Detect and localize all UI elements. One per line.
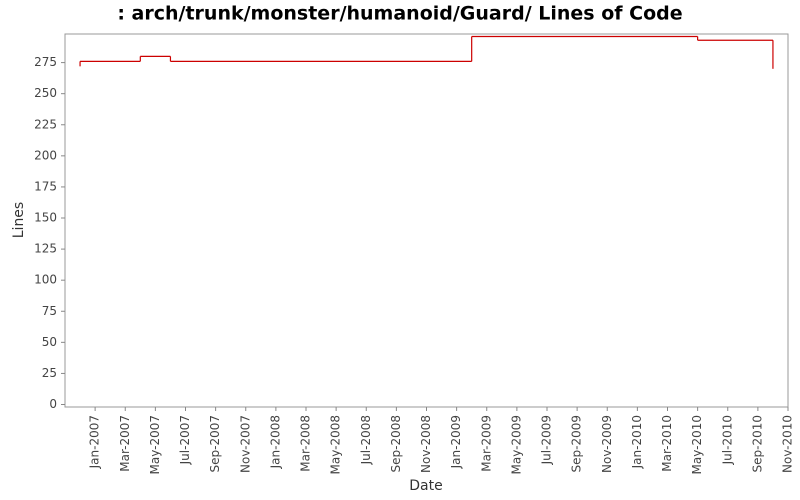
y-tick-label: 200 bbox=[34, 148, 57, 162]
y-tick-label: 175 bbox=[34, 179, 57, 193]
y-tick-label: 150 bbox=[34, 211, 57, 225]
x-tick-label: Sep-2010 bbox=[750, 415, 764, 473]
y-tick-label: 75 bbox=[42, 304, 57, 318]
x-tick-label: May-2009 bbox=[509, 415, 523, 474]
x-tick-label: Sep-2009 bbox=[570, 415, 584, 473]
x-tick-label: Sep-2007 bbox=[208, 415, 222, 473]
x-tick-label: Jul-2007 bbox=[178, 415, 192, 465]
x-tick-label: Mar-2009 bbox=[479, 415, 493, 472]
x-tick-label: Jan-2007 bbox=[88, 415, 102, 469]
x-tick-label: Nov-2009 bbox=[600, 415, 614, 473]
x-tick-label: Mar-2010 bbox=[660, 415, 674, 472]
y-tick-label: 225 bbox=[34, 117, 57, 131]
x-tick-label: Sep-2008 bbox=[389, 415, 403, 473]
y-axis-title: Lines bbox=[11, 202, 27, 238]
x-tick-label: May-2010 bbox=[690, 415, 704, 474]
x-tick-label: Jul-2009 bbox=[540, 415, 554, 465]
x-tick-label: Nov-2010 bbox=[781, 415, 795, 473]
x-tick-label: Nov-2008 bbox=[419, 415, 433, 473]
x-tick-label: Jul-2010 bbox=[720, 415, 734, 465]
plot-area bbox=[64, 33, 789, 408]
y-tick-label: 275 bbox=[34, 55, 57, 69]
y-tick-label: 0 bbox=[49, 397, 57, 411]
x-tick-label: Jan-2009 bbox=[449, 415, 463, 469]
x-tick-label: Nov-2007 bbox=[238, 415, 252, 473]
y-tick-label: 125 bbox=[34, 242, 57, 256]
chart-title: : arch/trunk/monster/humanoid/Guard/ Lin… bbox=[117, 3, 682, 25]
x-tick-label: Jul-2008 bbox=[359, 415, 373, 465]
y-tick-label: 50 bbox=[42, 335, 57, 349]
y-tick-label: 25 bbox=[42, 366, 57, 380]
x-tick-label: Jan-2008 bbox=[268, 415, 282, 469]
x-tick-label: Jan-2010 bbox=[630, 415, 644, 469]
x-tick-label: Mar-2007 bbox=[118, 415, 132, 472]
y-tick-label: 100 bbox=[34, 273, 57, 287]
y-tick-label: 250 bbox=[34, 86, 57, 100]
x-tick-label: May-2008 bbox=[329, 415, 343, 474]
x-tick-label: May-2007 bbox=[148, 415, 162, 474]
x-tick-label: Mar-2008 bbox=[299, 415, 313, 472]
x-axis-title: Date bbox=[409, 478, 442, 494]
